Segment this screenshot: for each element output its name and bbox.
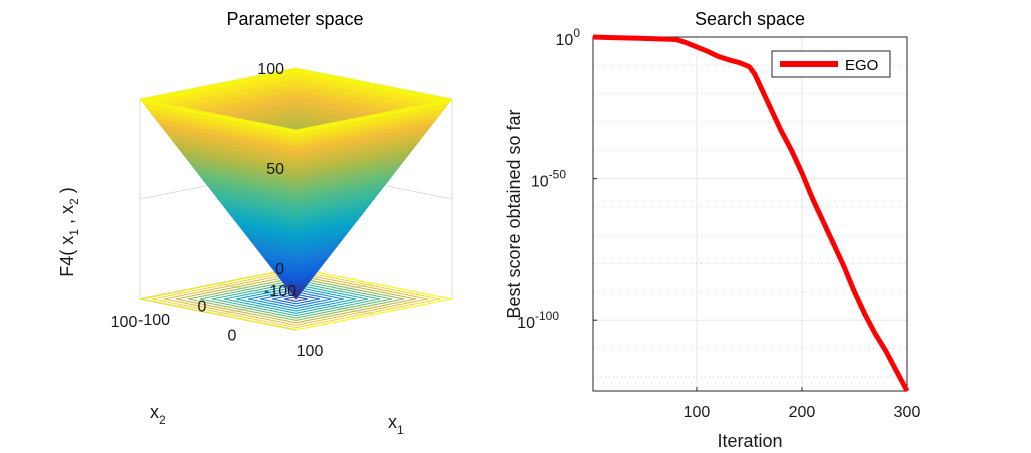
z-axis-label: F4( x1 , x2 )	[57, 187, 81, 276]
x1-axis-label: x1	[388, 412, 404, 437]
x-tick-label: 300	[894, 404, 921, 421]
x2-tick-label: 100	[111, 314, 138, 331]
y-tick-label: 100	[556, 26, 581, 49]
x-tick-label: 200	[789, 404, 816, 421]
x1-tick-label: 100	[297, 343, 324, 360]
x2-tick-label: -100	[264, 283, 296, 300]
x1-tick-label: 0	[228, 328, 237, 345]
x2-tick-label: 0	[198, 299, 207, 316]
z-tick-label: 50	[266, 161, 284, 178]
x-tick-label: 100	[684, 404, 711, 421]
z-tick-label: 100	[257, 61, 284, 78]
right-grid	[593, 37, 907, 391]
surface-mesh	[139, 67, 453, 300]
surface-patch	[295, 293, 301, 300]
legend-label: EGO	[845, 57, 878, 74]
series-line-ego	[592, 34, 910, 393]
y-tick-label: 10-50	[531, 168, 566, 191]
legend: EGO	[771, 50, 891, 78]
plot-frame	[592, 36, 908, 392]
x1-tick-label: -100	[138, 312, 170, 329]
y-axis-label: Best score obtained so far	[504, 109, 524, 318]
z-tick-label: 0	[275, 261, 284, 278]
series-group	[592, 34, 910, 393]
right-title: Search space	[695, 9, 805, 29]
x2-axis-label: x2	[150, 402, 166, 427]
left-title: Parameter space	[226, 9, 363, 29]
x-axis-label: Iteration	[717, 431, 782, 451]
